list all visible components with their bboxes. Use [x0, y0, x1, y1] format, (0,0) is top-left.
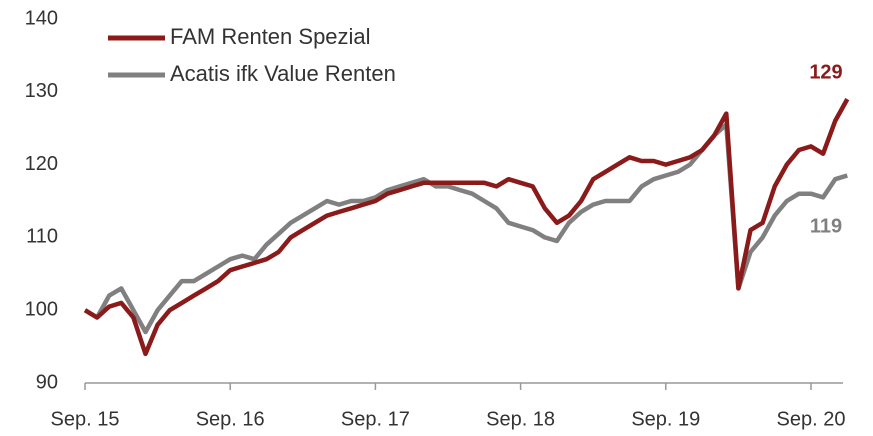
x-tick-label: Sep. 17: [341, 408, 410, 430]
y-tick-label: 100: [25, 298, 58, 320]
end-label: 119: [810, 215, 842, 237]
x-tick-label: Sep. 16: [196, 408, 265, 430]
y-tick-label: 90: [36, 371, 58, 393]
series-line: [83, 98, 850, 357]
y-tick-label: 140: [25, 7, 58, 29]
series-line: [83, 122, 848, 335]
x-tick-label: Sep. 18: [486, 408, 555, 430]
x-tick-label: Sep. 19: [631, 408, 700, 430]
y-tick-label: 130: [25, 80, 58, 102]
y-tick-label: 120: [25, 153, 58, 175]
legend-label: Acatis ifk Value Renten: [170, 61, 396, 86]
end-label: 129: [809, 61, 842, 83]
x-tick-label: Sep. 20: [777, 408, 846, 430]
legend-label: FAM Renten Spezial: [170, 24, 371, 49]
y-tick-label: 110: [26, 226, 58, 248]
x-tick-label: Sep. 15: [51, 408, 120, 430]
